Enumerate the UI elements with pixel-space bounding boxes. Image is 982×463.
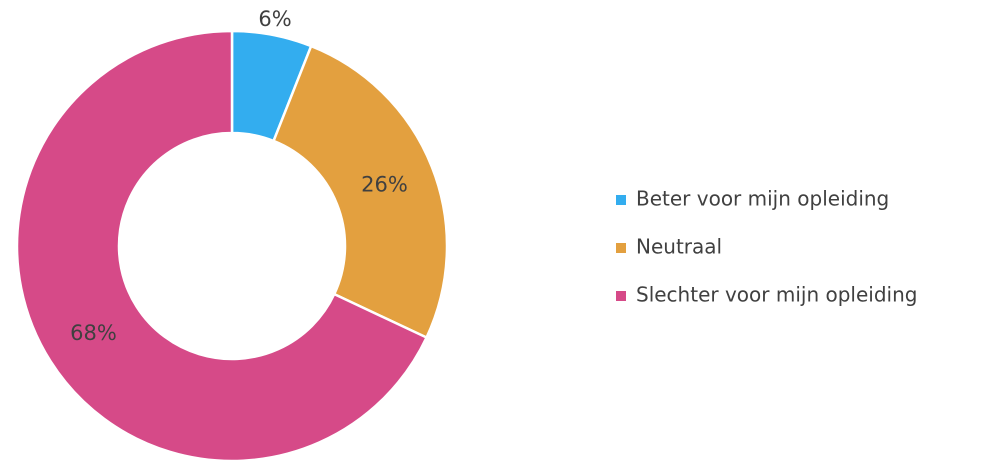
- legend-swatch: [616, 243, 626, 253]
- slice: [15, 29, 429, 463]
- data-label: 6%: [258, 7, 291, 31]
- data-label: 68%: [70, 321, 117, 345]
- legend-label: Beter voor mijn opleiding: [636, 187, 889, 211]
- legend-swatch: [616, 291, 626, 301]
- slice: [271, 44, 449, 340]
- legend-swatch: [616, 195, 626, 205]
- data-label: 26%: [361, 173, 408, 197]
- legend-label: Slechter voor mijn opleiding: [636, 283, 917, 307]
- legend-label: Neutraal: [636, 235, 722, 259]
